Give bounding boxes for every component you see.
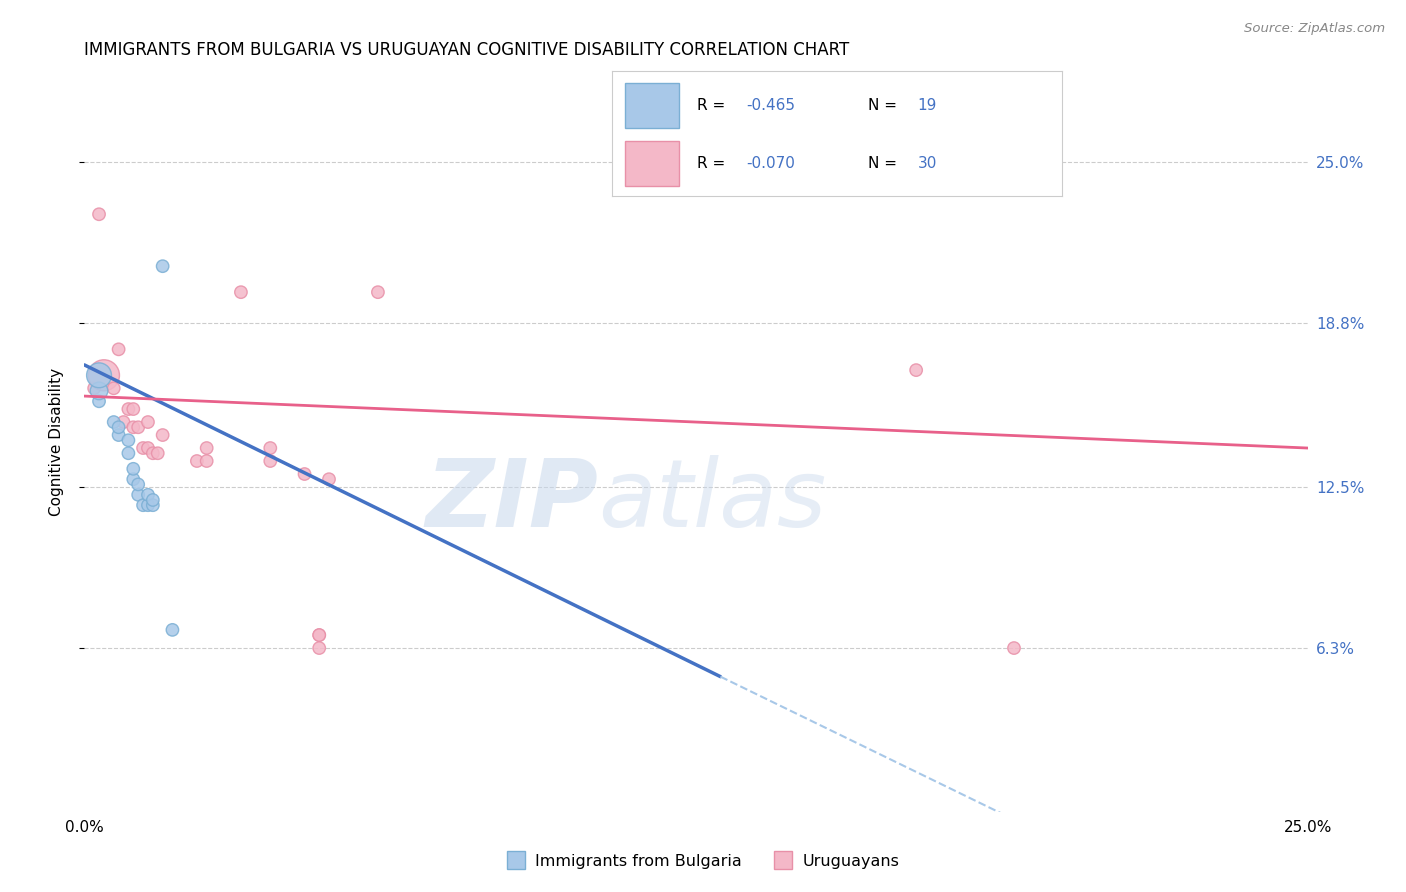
Text: N =: N = <box>868 97 901 112</box>
Text: R =: R = <box>697 97 730 112</box>
Point <box>107 428 129 442</box>
Point <box>136 498 159 512</box>
Text: -0.465: -0.465 <box>747 97 796 112</box>
Point <box>127 488 149 502</box>
Point <box>93 368 115 383</box>
Point <box>103 381 125 395</box>
Point <box>142 493 165 508</box>
Point <box>122 462 145 476</box>
Text: atlas: atlas <box>598 455 827 546</box>
Point <box>87 384 110 398</box>
Point <box>146 446 169 460</box>
Text: Source: ZipAtlas.com: Source: ZipAtlas.com <box>1244 22 1385 36</box>
Text: -0.070: -0.070 <box>747 156 796 171</box>
Text: ZIP: ZIP <box>425 455 598 547</box>
Point <box>259 454 281 468</box>
Point <box>259 441 281 455</box>
Point <box>117 402 139 417</box>
Point <box>117 446 139 460</box>
Text: IMMIGRANTS FROM BULGARIA VS URUGUAYAN COGNITIVE DISABILITY CORRELATION CHART: IMMIGRANTS FROM BULGARIA VS URUGUAYAN CO… <box>84 41 849 59</box>
Point <box>87 394 110 409</box>
Point <box>122 402 145 417</box>
Point <box>186 454 208 468</box>
Point <box>127 477 149 491</box>
FancyBboxPatch shape <box>626 141 679 186</box>
Point <box>127 420 149 434</box>
Point <box>122 472 145 486</box>
Point <box>195 454 218 468</box>
Point <box>229 285 252 300</box>
Point <box>195 441 218 455</box>
Point <box>162 623 184 637</box>
Point <box>112 415 135 429</box>
Point <box>117 434 139 448</box>
Point <box>1002 641 1025 656</box>
Text: 30: 30 <box>918 156 936 171</box>
FancyBboxPatch shape <box>626 83 679 128</box>
Point <box>152 428 174 442</box>
Point <box>87 207 110 221</box>
Point <box>367 285 389 300</box>
Legend: Immigrants from Bulgaria, Uruguayans: Immigrants from Bulgaria, Uruguayans <box>501 847 905 875</box>
Point <box>152 259 174 273</box>
Point <box>132 441 155 455</box>
Point <box>318 472 340 486</box>
Text: 19: 19 <box>918 97 936 112</box>
Point <box>136 415 159 429</box>
Point <box>136 441 159 455</box>
Point <box>905 363 928 377</box>
Point <box>294 467 316 481</box>
Point <box>107 420 129 434</box>
Point <box>107 343 129 357</box>
Point <box>308 628 330 642</box>
Point <box>132 498 155 512</box>
Point <box>122 420 145 434</box>
Point <box>87 368 110 383</box>
Point <box>142 498 165 512</box>
Point <box>308 641 330 656</box>
Point <box>142 446 165 460</box>
Text: N =: N = <box>868 156 901 171</box>
Point <box>83 381 105 395</box>
Y-axis label: Cognitive Disability: Cognitive Disability <box>49 368 63 516</box>
Text: R =: R = <box>697 156 730 171</box>
Point <box>136 488 159 502</box>
Point <box>103 415 125 429</box>
Point <box>308 628 330 642</box>
